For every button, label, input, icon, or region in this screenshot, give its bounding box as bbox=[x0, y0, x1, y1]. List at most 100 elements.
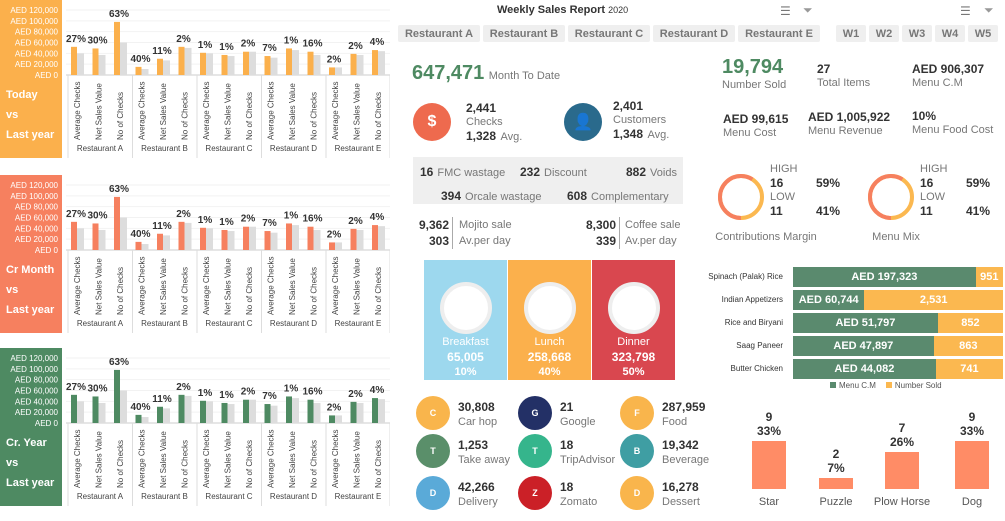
bar-last-year bbox=[141, 417, 149, 423]
bar-current bbox=[243, 51, 249, 75]
page-title: Weekly Sales Report 2020 bbox=[497, 4, 629, 16]
metric-label: No of Checks bbox=[374, 267, 383, 315]
slicer-restaurant[interactable]: Restaurant C bbox=[568, 25, 650, 42]
multi-select-icon[interactable]: ☰ bbox=[960, 4, 971, 18]
bar-current bbox=[286, 48, 292, 75]
slicer-week[interactable]: W3 bbox=[902, 25, 932, 42]
bar-last-year bbox=[141, 244, 149, 250]
y-tick-label: AED 20,000 bbox=[15, 60, 59, 69]
metric-label: No of Checks bbox=[116, 440, 125, 488]
bar-menu-cm: AED 44,082 bbox=[793, 359, 936, 379]
metric-label: No of Checks bbox=[310, 267, 319, 315]
bar-last-year bbox=[356, 229, 364, 250]
slicer-week[interactable]: W5 bbox=[968, 25, 998, 42]
y-tick-label: AED 120,000 bbox=[10, 6, 58, 15]
panel-label-line: vs bbox=[6, 109, 19, 121]
bar-current bbox=[329, 242, 335, 250]
bar-last-year bbox=[292, 398, 299, 423]
slicer-week[interactable]: W1 bbox=[836, 25, 866, 42]
legend-label: Number Sold bbox=[894, 381, 942, 390]
metric-label: Average Checks bbox=[73, 429, 82, 488]
bar-current bbox=[329, 415, 335, 423]
chart-panel-2: Cr. Year vs Last year AED 120,000 AED 100,00… bbox=[0, 348, 390, 506]
panel-label: Cr Month vs Last year bbox=[6, 260, 54, 320]
matrix-count: 2 bbox=[832, 447, 840, 462]
metric-label: No of Checks bbox=[245, 92, 254, 140]
bar-number-sold: 852 bbox=[937, 313, 1003, 333]
menu-cm: AED 906,307 Menu C.M bbox=[912, 62, 985, 89]
total-items: 27 Total Items bbox=[817, 62, 871, 89]
matrix-pct: 7% bbox=[827, 461, 845, 476]
wastage-value: 16 bbox=[420, 165, 434, 179]
clear-filter-icon[interactable]: ⏷ bbox=[984, 3, 994, 17]
bar-last-year bbox=[356, 402, 364, 423]
stacked-bar: AED 47,897 863 bbox=[793, 336, 1003, 356]
data-label: 2% bbox=[348, 389, 363, 400]
wastage-value: 232 bbox=[520, 165, 541, 179]
bar-current bbox=[221, 54, 228, 75]
meal-pct: 50% bbox=[622, 366, 645, 378]
food-icon: F bbox=[620, 396, 654, 430]
restaurant-label: Restaurant E bbox=[335, 319, 382, 328]
metric-label: No of Checks bbox=[374, 440, 383, 488]
channel-value: 19,342 bbox=[662, 438, 699, 452]
donut-high-segment bbox=[868, 174, 914, 220]
matrix-category: Plow Horse bbox=[873, 496, 931, 508]
metric-label: Net Sales Value bbox=[224, 258, 233, 315]
y-tick-label: AED 0 bbox=[35, 71, 59, 80]
donut-count: 11 bbox=[920, 204, 933, 218]
matrix-category: Puzzle bbox=[819, 496, 853, 508]
donut-legend-label: LOW bbox=[770, 191, 796, 203]
plate-icon bbox=[608, 282, 660, 334]
meal-pct: 40% bbox=[538, 366, 561, 378]
bar-current bbox=[178, 221, 185, 250]
metric-label: Average Checks bbox=[331, 256, 340, 315]
donut-legend-row: 16 59% bbox=[770, 176, 840, 190]
matrix-category: Star bbox=[758, 496, 780, 508]
metric-label: No of Checks bbox=[374, 92, 383, 140]
menu-revenue: AED 1,005,922 Menu Revenue bbox=[808, 110, 891, 137]
bar-current bbox=[114, 196, 120, 250]
slicer-restaurant[interactable]: Restaurant B bbox=[483, 25, 565, 42]
bar-last-year bbox=[206, 401, 213, 423]
data-label: 1% bbox=[198, 215, 213, 226]
donut-chart bbox=[868, 174, 914, 220]
metric-label: Average Checks bbox=[331, 429, 340, 488]
channel-stat: 21 Google bbox=[560, 400, 595, 430]
data-label: 7% bbox=[262, 43, 277, 54]
menu-cost: AED 99,615 Menu Cost bbox=[723, 112, 789, 139]
meal-name: Dinner bbox=[617, 336, 650, 348]
donut-legend: HIGH 16 59% LOW 11 41% bbox=[920, 162, 990, 218]
slicer-restaurant[interactable]: Restaurant E bbox=[738, 25, 820, 42]
metric-label: Net Sales Value bbox=[95, 431, 104, 488]
wastage-item: 608 Complementary bbox=[567, 187, 669, 205]
bar-current bbox=[71, 221, 77, 250]
clear-filter-icon[interactable]: ⏷ bbox=[803, 3, 813, 17]
number-sold: 19,794 Number Sold bbox=[722, 56, 787, 91]
data-label: 2% bbox=[327, 229, 342, 240]
bar-last-year bbox=[249, 226, 256, 250]
mojito-labels: Mojito sale Av.per day bbox=[459, 219, 512, 247]
metric-label: Average Checks bbox=[202, 81, 211, 140]
metric-label: No of Checks bbox=[181, 267, 190, 315]
customers-icon: 👤 bbox=[564, 103, 602, 141]
panel-label: Cr. Year vs Last year bbox=[6, 433, 54, 493]
meal-value: 65,005 bbox=[447, 350, 484, 364]
bar-number-sold: 2,531 bbox=[864, 290, 1003, 310]
slicer-week[interactable]: W2 bbox=[869, 25, 899, 42]
data-label: 2% bbox=[327, 402, 342, 413]
matrix-bar bbox=[752, 441, 786, 489]
meal-name: Breakfast bbox=[442, 336, 489, 348]
slicer-restaurant[interactable]: Restaurant A bbox=[398, 25, 480, 42]
channel-label: Delivery bbox=[458, 496, 498, 508]
data-label: 2% bbox=[176, 209, 191, 220]
meal-name: Lunch bbox=[534, 336, 565, 348]
slicer-week[interactable]: W4 bbox=[935, 25, 965, 42]
data-label: 7% bbox=[262, 391, 277, 402]
wastage-label: Orcale wastage bbox=[465, 191, 542, 203]
slicer-restaurant[interactable]: Restaurant D bbox=[653, 25, 735, 42]
restaurant-label: Restaurant B bbox=[141, 319, 188, 328]
channel-value: 21 bbox=[560, 400, 574, 414]
multi-select-icon[interactable]: ☰ bbox=[780, 4, 791, 18]
channel-label: Zomato bbox=[560, 496, 598, 508]
